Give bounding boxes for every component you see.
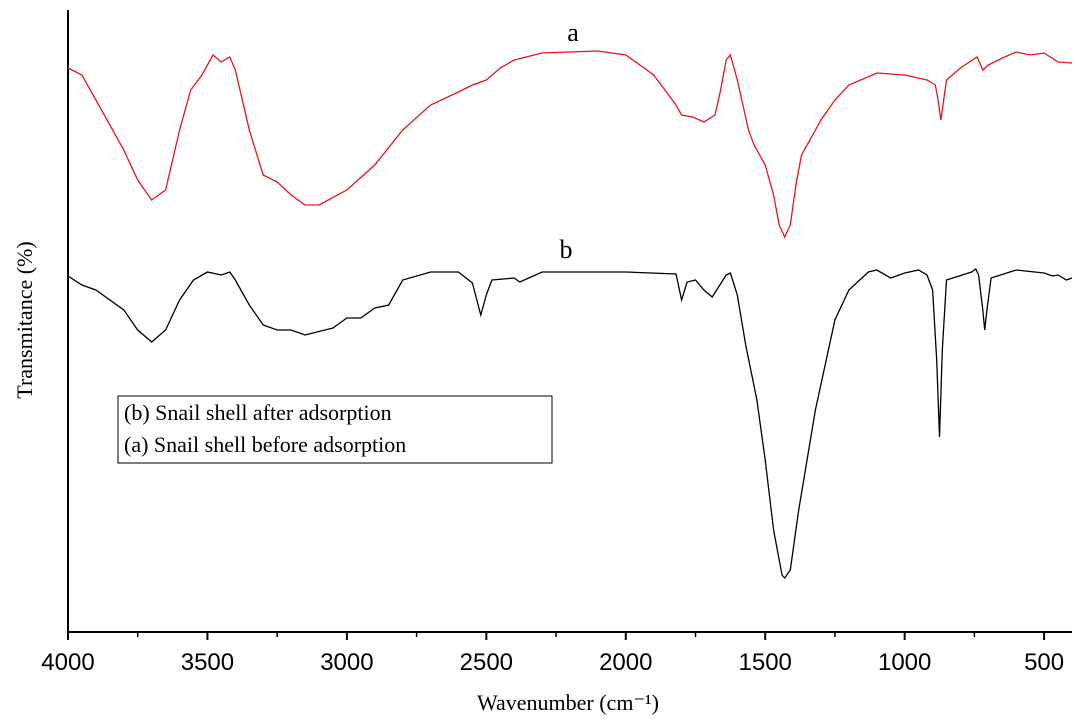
x-tick-label: 1000	[878, 649, 931, 676]
x-axis-title: Wavenumber (cm⁻¹)	[477, 690, 659, 715]
legend-entry: (b) Snail shell after adsorption	[124, 400, 392, 425]
x-tick-label: 500	[1024, 649, 1064, 676]
legend-entry: (a) Snail shell before adsorption	[124, 432, 406, 457]
y-axis-title: Transmitance (%)	[12, 241, 37, 398]
spectrum-line	[67, 268, 1073, 580]
x-tick-label: 3500	[181, 649, 234, 676]
x-tick-label: 1500	[739, 649, 792, 676]
annotation: b	[560, 235, 573, 264]
spectrum-line	[67, 50, 1073, 239]
x-tick-label: 3000	[320, 649, 373, 676]
annotation: a	[567, 18, 579, 47]
x-tick-label: 2500	[460, 649, 513, 676]
x-tick-label: 4000	[41, 649, 94, 676]
legend-box	[117, 395, 553, 464]
x-tick-label: 2000	[599, 649, 652, 676]
